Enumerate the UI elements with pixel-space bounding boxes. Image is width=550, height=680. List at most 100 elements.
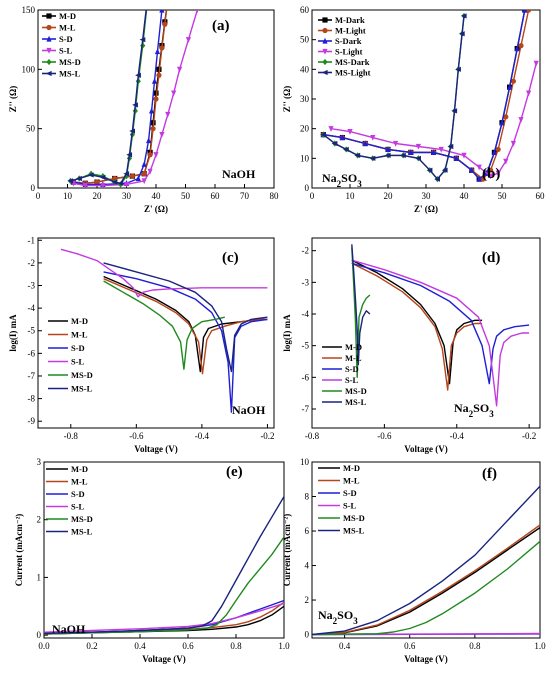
x-axis-label: Voltage (V) bbox=[404, 654, 447, 664]
legend-entry: S-L bbox=[343, 501, 357, 511]
legend-entry: M-Light bbox=[335, 26, 366, 36]
legend-entry: S-D bbox=[71, 343, 85, 353]
x-tick-label: 50 bbox=[498, 191, 508, 201]
data-point bbox=[488, 167, 494, 173]
y-tick-label: 50 bbox=[26, 124, 36, 134]
y-tick-label: -4 bbox=[28, 303, 36, 313]
data-point bbox=[132, 107, 138, 114]
plot-frame bbox=[43, 461, 285, 639]
x-tick-label: 50 bbox=[181, 191, 191, 201]
data-point bbox=[67, 178, 74, 184]
series-group bbox=[312, 485, 540, 636]
y-tick-label: 40 bbox=[300, 64, 310, 74]
data-point bbox=[354, 152, 361, 158]
data-point bbox=[135, 175, 141, 182]
legend-marker bbox=[322, 58, 328, 66]
data-point bbox=[123, 171, 130, 177]
x-tick-label: 70 bbox=[240, 191, 250, 201]
x-tick-label: 0.8 bbox=[469, 641, 481, 651]
series-line-ms-light bbox=[322, 15, 465, 180]
y-axis-label: Current (mAcm⁻²) bbox=[282, 514, 292, 587]
legend-marker bbox=[322, 17, 328, 23]
data-point bbox=[384, 152, 391, 158]
y-tick-label: 1 bbox=[37, 572, 42, 582]
electrolyte-annotation: NaOH bbox=[232, 403, 266, 417]
legend-entry: S-D bbox=[71, 489, 85, 499]
y-tick-label: -9 bbox=[28, 416, 36, 426]
y-tick-label: 8 bbox=[305, 492, 310, 502]
data-point bbox=[514, 45, 520, 52]
data-point bbox=[510, 140, 516, 147]
data-point bbox=[162, 21, 168, 27]
data-point bbox=[171, 90, 177, 97]
data-point bbox=[165, 0, 170, 3]
legend-entry: M-L bbox=[59, 23, 76, 33]
x-tick-label: 40 bbox=[460, 191, 470, 201]
series-line-m-d bbox=[351, 259, 483, 385]
data-point bbox=[126, 152, 133, 158]
x-tick-label: 0.6 bbox=[182, 641, 194, 651]
x-axis-label: Voltage (V) bbox=[134, 444, 177, 454]
x-tick-label: 30 bbox=[122, 191, 132, 201]
data-point bbox=[503, 158, 509, 165]
y-tick-label: 50 bbox=[300, 35, 310, 45]
series-group bbox=[67, 0, 199, 188]
series-line-s-l bbox=[44, 602, 284, 633]
y-axis-label: log(I) mA bbox=[282, 314, 292, 352]
data-point bbox=[451, 108, 458, 114]
panel-label: (e) bbox=[226, 464, 243, 480]
series-line-s-l bbox=[60, 248, 268, 298]
data-point bbox=[144, 0, 150, 3]
y-tick-label: -3 bbox=[302, 277, 310, 287]
legend-marker bbox=[46, 24, 52, 31]
y-tick-label: 10 bbox=[300, 457, 310, 467]
y-axis-label: Z'' (Ω) bbox=[282, 86, 292, 112]
chart-panel-e: 0.0 0.2 0.4 0.6 0.8 1.0 0 1 2 3 Voltage (V) Current… bbox=[14, 457, 290, 664]
x-axis-label: Voltage (V) bbox=[142, 654, 185, 664]
data-point bbox=[526, 90, 532, 97]
y-tick-label: 0 bbox=[305, 630, 310, 640]
data-point bbox=[518, 117, 524, 123]
x-tick-label: -0.8 bbox=[305, 431, 320, 441]
data-point bbox=[331, 140, 338, 147]
plot-frame bbox=[311, 461, 541, 639]
data-point bbox=[415, 143, 421, 150]
series-group bbox=[351, 244, 530, 407]
data-point bbox=[347, 129, 353, 135]
x-tick-label: 60 bbox=[536, 191, 546, 201]
legend-entry: MS-L bbox=[343, 526, 365, 536]
data-point bbox=[453, 155, 459, 161]
data-point bbox=[510, 78, 516, 84]
data-point bbox=[369, 155, 376, 161]
data-point bbox=[458, 31, 465, 37]
data-point bbox=[426, 167, 433, 173]
data-point bbox=[76, 175, 82, 182]
legend: M-D M-L S-D S-L MS-D MS-L bbox=[318, 463, 365, 536]
legend-marker bbox=[46, 13, 52, 19]
data-point bbox=[123, 181, 130, 188]
legend-entry: S-D bbox=[343, 488, 357, 498]
legend-entry: M-L bbox=[343, 476, 360, 486]
y-tick-label: 0 bbox=[37, 630, 42, 640]
data-point bbox=[135, 72, 141, 78]
data-point bbox=[476, 175, 482, 182]
panel-label: (d) bbox=[482, 250, 500, 266]
y-tick-label: 0 bbox=[31, 183, 36, 193]
data-point bbox=[141, 178, 147, 185]
legend-entry: M-L bbox=[345, 353, 362, 363]
x-tick-label: 0.0 bbox=[38, 641, 50, 651]
y-axis-label: Current (mAcm⁻²) bbox=[14, 514, 24, 587]
legend-entry: M-D bbox=[71, 464, 88, 474]
panel-label: (f) bbox=[482, 466, 497, 482]
legend-entry: M-Dark bbox=[335, 15, 365, 25]
legend-entry: M-L bbox=[71, 477, 88, 487]
y-tick-label: 60 bbox=[300, 5, 310, 15]
x-tick-label: -0.4 bbox=[450, 431, 465, 441]
x-tick-label: 0.4 bbox=[134, 641, 146, 651]
data-point bbox=[328, 126, 334, 132]
data-point bbox=[495, 146, 501, 153]
legend-entry: S-D bbox=[59, 34, 73, 44]
x-tick-label: -0.2 bbox=[522, 431, 536, 441]
x-tick-label: -0.6 bbox=[129, 431, 144, 441]
data-point bbox=[522, 10, 528, 13]
